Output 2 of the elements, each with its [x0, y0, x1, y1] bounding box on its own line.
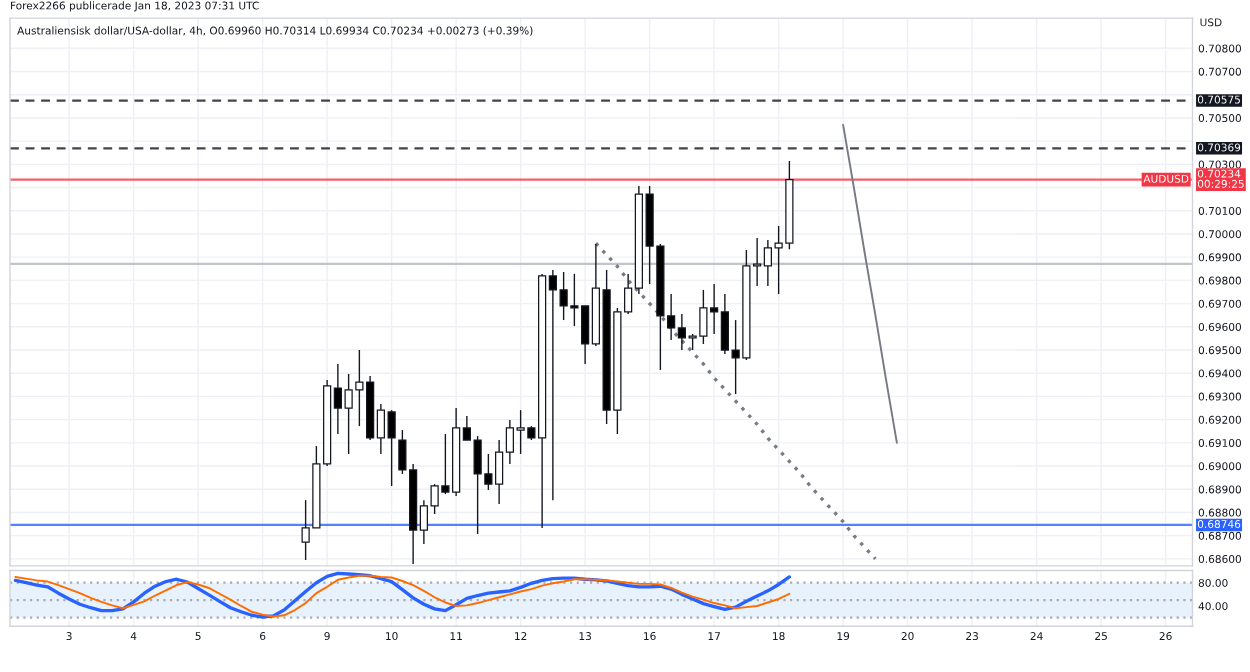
- line-series: [594, 241, 878, 561]
- line-series: [842, 123, 898, 444]
